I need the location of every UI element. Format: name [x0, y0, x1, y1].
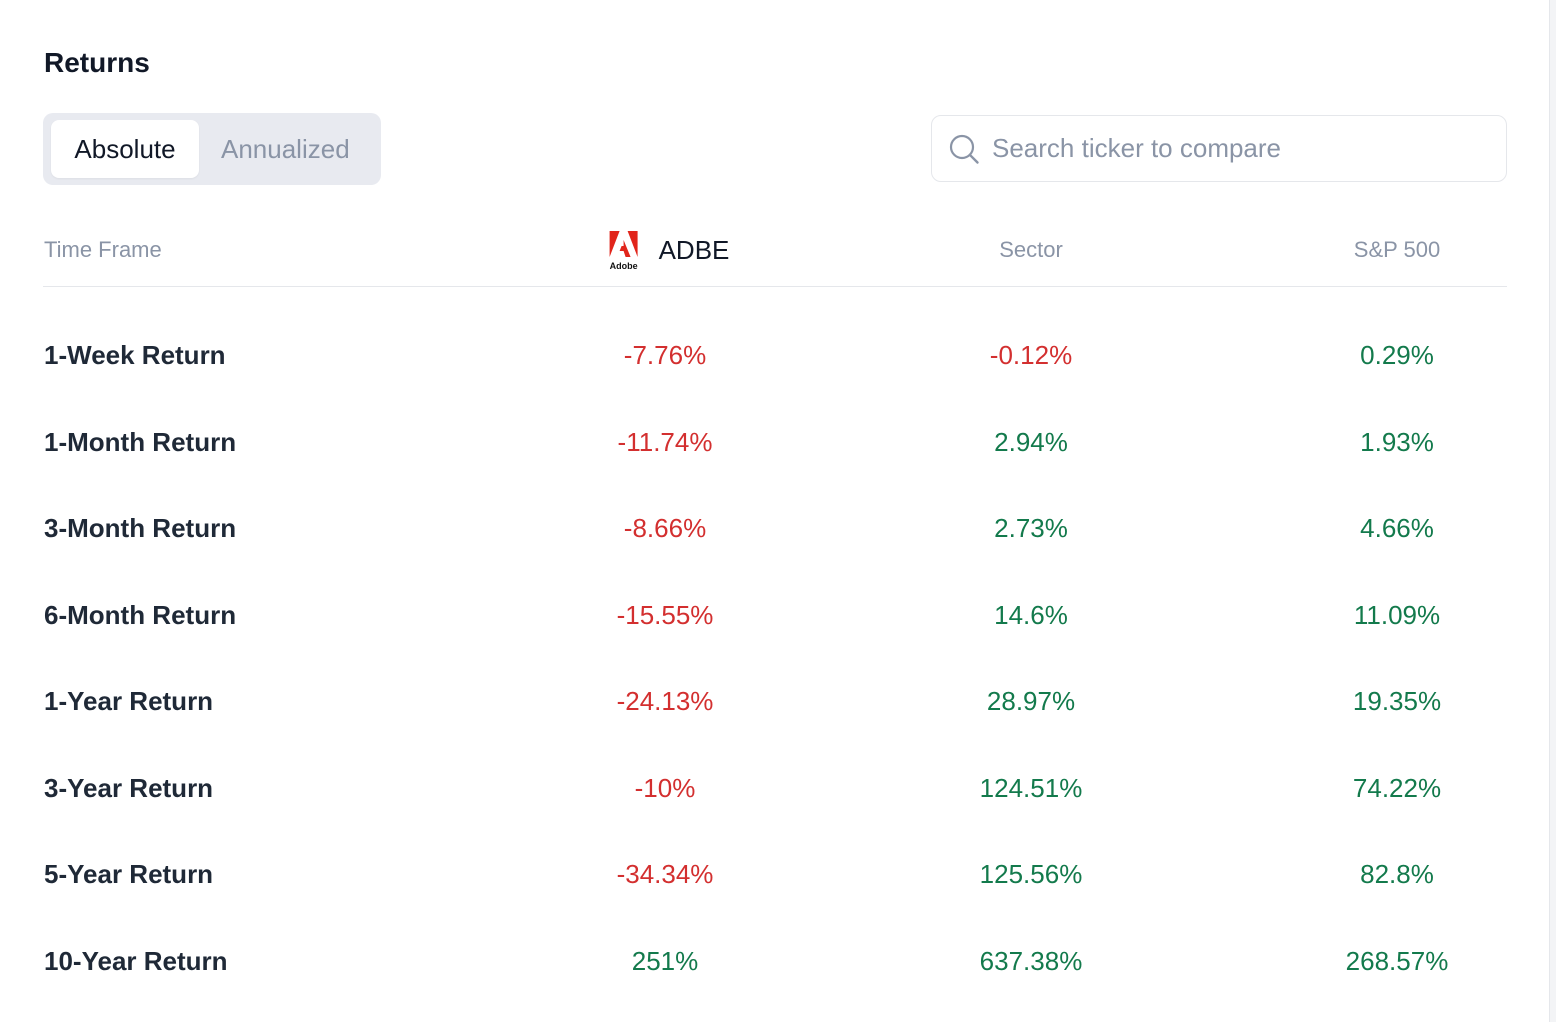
- search-input[interactable]: [990, 132, 1494, 165]
- search-box[interactable]: [931, 115, 1507, 182]
- table-row: 3-Year Return -10% 124.51% 74.22%: [43, 745, 1507, 832]
- table-header: Time Frame Adobe ADBE Sector S&P 500: [43, 220, 1507, 287]
- ticker-return-value: -15.55%: [616, 599, 714, 630]
- ticker-return-value: -7.76%: [623, 340, 707, 370]
- sector-return-value: 125.56%: [979, 859, 1083, 889]
- row-label: 10-Year Return: [44, 945, 228, 976]
- header-ticker: Adobe ADBE: [607, 220, 730, 280]
- ticker-symbol: ADBE: [658, 235, 730, 265]
- header-sector: Sector: [999, 237, 1063, 262]
- toggle-absolute-button[interactable]: Absolute: [51, 120, 199, 178]
- sector-return-value: 2.94%: [994, 426, 1068, 457]
- ticker-return-value: -11.74%: [617, 426, 713, 457]
- row-label: 3-Year Return: [44, 772, 214, 803]
- table-row: 10-Year Return 251% 637.38% 268.57%: [43, 918, 1507, 1005]
- sector-return-value: -0.12%: [989, 340, 1073, 370]
- index-return-value: 74.22%: [1352, 772, 1442, 803]
- row-label: 3-Month Return: [44, 513, 237, 543]
- table-row: 1-Month Return -11.74% 2.94% 1.93%: [43, 399, 1507, 486]
- sector-return-value: 637.38%: [979, 945, 1083, 976]
- ticker-return-value: -34.34%: [616, 859, 714, 889]
- index-return-value: 268.57%: [1345, 945, 1449, 976]
- table-row: 1-Week Return -7.76% -0.12% 0.29%: [43, 312, 1507, 399]
- table-row: 6-Month Return -15.55% 14.6% 11.09%: [43, 572, 1507, 659]
- sector-return-value: 2.73%: [994, 513, 1068, 543]
- page-title: Returns: [44, 47, 150, 78]
- row-label: 1-Month Return: [44, 426, 237, 457]
- index-return-value: 4.66%: [1360, 513, 1434, 543]
- sector-return-value: 28.97%: [986, 686, 1076, 716]
- returns-table-body: 1-Week Return -7.76% -0.12% 0.29% 1-Month Re…: [43, 312, 1507, 1004]
- ticker-return-value: 251%: [631, 945, 699, 976]
- row-label: 1-Year Return: [44, 686, 214, 716]
- ticker-return-value: -8.66%: [623, 513, 707, 543]
- row-label: 1-Week Return: [44, 340, 226, 370]
- search-icon: [948, 133, 980, 165]
- index-return-value: 1.93%: [1360, 426, 1434, 457]
- return-type-toggle: Absolute Annualized: [43, 113, 381, 185]
- table-row: 3-Month Return -8.66% 2.73% 4.66%: [43, 485, 1507, 572]
- adobe-logo-icon: Adobe: [607, 229, 641, 271]
- sector-return-value: 124.51%: [979, 772, 1083, 803]
- index-return-value: 0.29%: [1360, 340, 1434, 370]
- ticker-return-value: -10%: [634, 772, 696, 803]
- svg-text:Adobe: Adobe: [610, 261, 638, 271]
- header-sp500: S&P 500: [1353, 237, 1441, 262]
- ticker-return-value: -24.13%: [616, 686, 714, 716]
- index-return-value: 19.35%: [1352, 686, 1442, 716]
- row-label: 5-Year Return: [44, 859, 214, 889]
- header-time-frame: Time Frame: [44, 237, 162, 262]
- index-return-value: 82.8%: [1360, 859, 1434, 889]
- toggle-annualized-button[interactable]: Annualized: [199, 120, 372, 178]
- row-label: 6-Month Return: [44, 599, 237, 630]
- table-row: 1-Year Return -24.13% 28.97% 19.35%: [43, 658, 1507, 745]
- table-row: 5-Year Return -34.34% 125.56% 82.8%: [43, 831, 1507, 918]
- index-return-value: 11.09%: [1353, 599, 1441, 630]
- sector-return-value: 14.6%: [994, 599, 1068, 630]
